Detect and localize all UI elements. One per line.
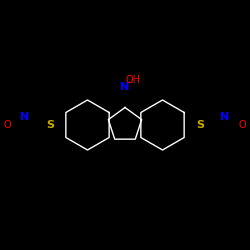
Text: N: N	[120, 82, 130, 92]
Text: S: S	[46, 120, 54, 130]
Text: S: S	[196, 120, 204, 130]
Text: O: O	[4, 120, 11, 130]
Text: N: N	[20, 112, 30, 122]
Text: N: N	[220, 112, 230, 122]
Text: O: O	[239, 120, 246, 130]
Text: OH: OH	[125, 75, 140, 85]
